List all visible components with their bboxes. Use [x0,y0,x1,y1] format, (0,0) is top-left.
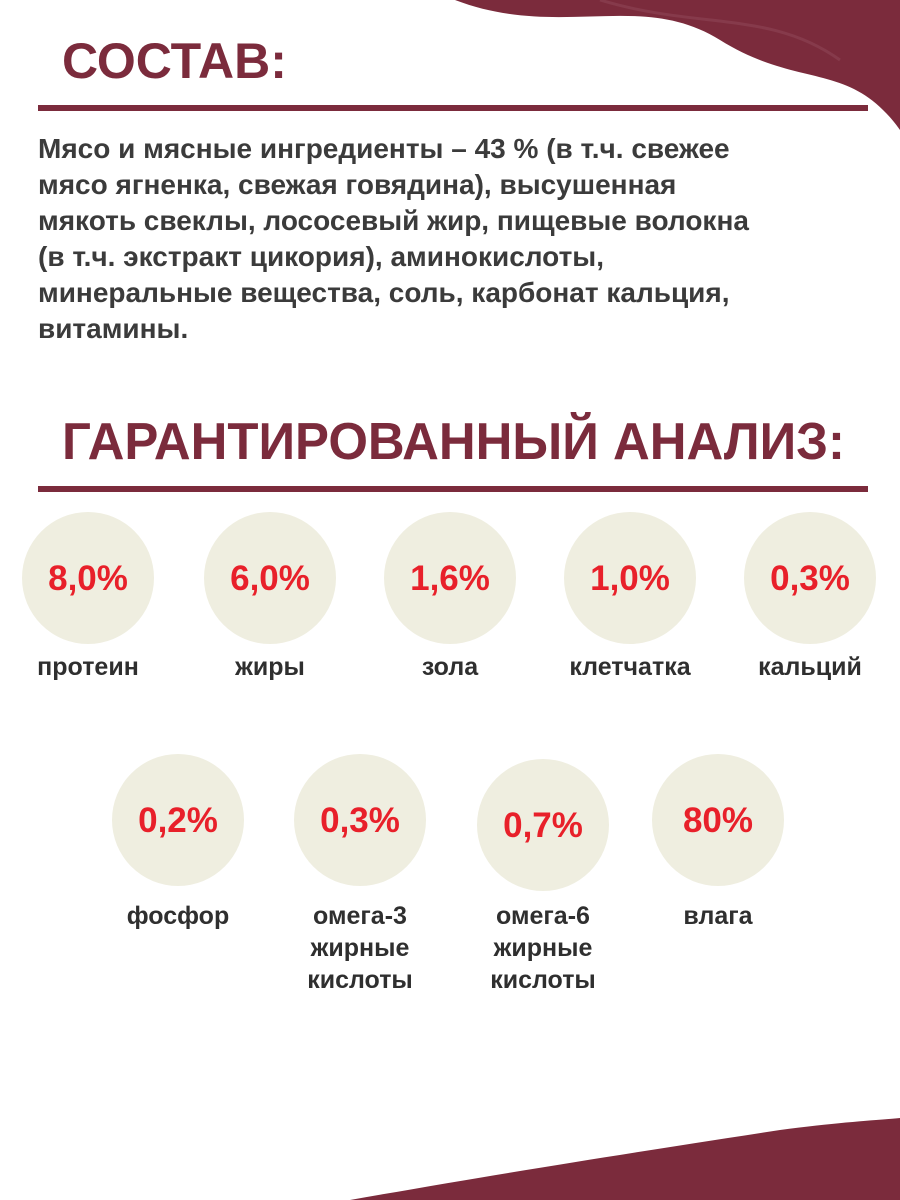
divider [38,486,868,492]
item-label: жиры [234,653,305,681]
value-circle [652,754,784,886]
value-circle [22,512,154,644]
analysis-title: ГАРАНТИРОВАННЫЙ АНАЛИЗ: [62,412,845,471]
item-label: жирные [310,934,410,962]
value: 0,2% [138,801,218,840]
value: 1,6% [410,559,490,598]
item-label: протеин [37,653,139,681]
value: 6,0% [230,559,310,598]
bottom-wave [350,1118,900,1200]
composition-line: мякоть свеклы, лососевый жир, пищевые во… [38,205,749,236]
value: 0,3% [770,559,850,598]
value-circle [744,512,876,644]
value-circle [294,754,426,886]
composition-text: Мясо и мясные ингредиенты – 43 % (в т.ч.… [38,133,749,344]
item-label: кислоты [490,966,596,994]
composition-title: СОСТАВ: [62,33,287,89]
composition-line: (в т.ч. экстракт цикория), аминокислоты, [38,241,604,272]
value-circle [384,512,516,644]
value: 1,0% [590,559,670,598]
value-circle [204,512,336,644]
item-label: кальций [758,653,862,681]
item-label: фосфор [127,902,229,930]
divider [38,105,868,111]
value: 0,3% [320,801,400,840]
item-label: влага [683,902,753,930]
composition-line: витамины. [38,313,188,344]
composition-line: Мясо и мясные ингредиенты – 43 % (в т.ч.… [38,133,730,164]
analysis-items: 8,0% протеин 6,0% жиры 1,6% зола 1,0% клетчатка… [22,512,876,994]
top-ornament [599,0,841,62]
value-circle [477,759,609,891]
item-label: омега-6 [496,902,590,930]
composition-line: мясо ягненка, свежая говядина), высушенн… [38,169,676,200]
item-label: кислоты [307,966,413,994]
value: 80% [683,801,753,840]
item-label: зола [422,653,479,681]
item-label: клетчатка [569,653,691,681]
value-circle [564,512,696,644]
item-label: омега-3 [313,902,407,930]
value: 8,0% [48,559,128,598]
composition-line: минеральные вещества, соль, карбонат кал… [38,277,730,308]
value: 0,7% [503,806,583,845]
item-label: жирные [493,934,593,962]
value-circle [112,754,244,886]
top-wave [455,0,900,130]
